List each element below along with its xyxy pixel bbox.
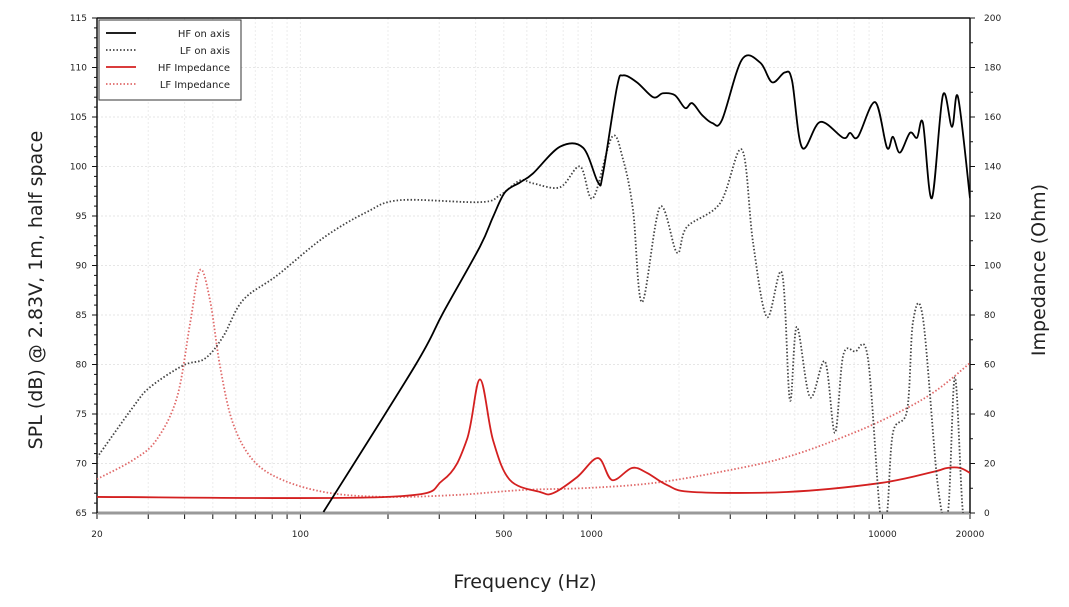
y-tick-label: 90 [76,262,88,272]
y-tick-label: 100 [70,163,87,173]
y2-tick-label: 160 [984,113,1001,123]
x-tick-label: 10000 [868,530,897,540]
legend-label: LF on axis [180,46,230,57]
legend-label: LF Impedance [160,80,230,91]
y-tick-label: 75 [76,410,87,420]
y-tick-label: 95 [76,212,87,222]
y-tick-label: 85 [76,311,87,321]
y2-tick-label: 180 [984,64,1001,74]
legend-label: HF Impedance [158,63,230,74]
y2-tick-label: 0 [984,509,990,519]
y2-tick-label: 100 [984,262,1001,272]
y-tick-label: 70 [76,460,88,470]
y2-tick-label: 20 [984,460,996,470]
legend-label: HF on axis [178,29,230,40]
x-tick-label: 100 [292,530,309,540]
series-line-lf-impedance [97,268,970,498]
series-layer [97,54,970,513]
y2-tick-label: 60 [984,361,996,371]
y2-tick-label: 140 [984,163,1001,173]
x-tick-label: 1000 [580,530,603,540]
y2-tick-label: 40 [984,410,996,420]
x-tick-label: 20000 [956,530,985,540]
y2-tick-label: 80 [984,311,996,321]
axes: 65 70 75 80 85 90 95 100 105 110 115 0 20 40 60 80 100 12… [70,14,1002,540]
series-line-hf-on-axis [322,54,970,513]
y-tick-label: 105 [70,113,87,123]
y2-tick-label: 200 [984,14,1001,24]
y2-axis-title: Impedance (Ohm) [1028,184,1050,356]
series-line-lf-on-axis [97,134,970,513]
y2-tick-label: 120 [984,212,1001,222]
x-tick-label: 20 [91,530,103,540]
y-tick-label: 110 [70,64,87,74]
y-axis-title: SPL (dB) @ 2.83V, 1m, half space [25,131,47,450]
x-axis-title: Frequency (Hz) [453,571,596,593]
x-tick-label: 500 [495,530,512,540]
y-tick-label: 65 [76,509,87,519]
y-tick-label: 80 [76,361,88,371]
y-tick-label: 115 [70,14,87,24]
legend: HF on axis LF on axis HF Impedance LF Imped… [98,19,242,101]
